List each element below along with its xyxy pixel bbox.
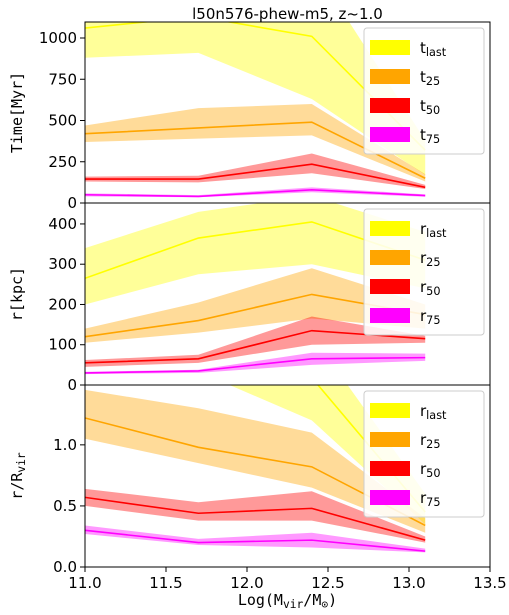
legend-swatch <box>370 461 410 476</box>
legend-label: t25 <box>420 68 440 88</box>
legend-swatch <box>370 279 410 294</box>
legend-swatch <box>370 221 410 236</box>
legend-label: r75 <box>420 489 441 509</box>
y-tick-label: 500 <box>48 111 77 129</box>
y-tick-label: 0.5 <box>53 496 77 514</box>
legend-swatch <box>370 403 410 418</box>
legend-label: t75 <box>420 126 440 146</box>
band <box>85 187 426 198</box>
legend-label: r25 <box>420 249 441 269</box>
legend-label: rlast <box>420 220 447 240</box>
y-tick-label: 0.0 <box>53 558 77 576</box>
line <box>85 188 426 198</box>
y-tick-label: 200 <box>48 295 77 313</box>
x-tick-label: 11.0 <box>68 574 101 592</box>
y-tick-label: 400 <box>48 214 77 232</box>
legend-box <box>363 27 485 155</box>
legend-label: tlast <box>420 39 447 59</box>
band <box>85 316 426 367</box>
legend-box <box>363 390 485 518</box>
band <box>85 22 426 175</box>
band <box>85 488 426 543</box>
legend-swatch <box>370 40 410 55</box>
legend-swatch <box>370 490 410 505</box>
y-tick-label: 750 <box>48 70 77 88</box>
legend-label: r50 <box>420 460 441 480</box>
line <box>85 163 426 189</box>
x-axis-label: Log(Mvir/M⊙) <box>238 591 337 611</box>
band <box>85 389 426 533</box>
x-tick-label: 12.5 <box>311 574 344 592</box>
y-tick-label: 250 <box>48 152 77 170</box>
legend-swatch <box>370 69 410 84</box>
legend-swatch <box>370 308 410 323</box>
band <box>85 104 426 182</box>
legend-swatch <box>370 250 410 265</box>
band <box>85 203 426 305</box>
legend-box <box>363 208 485 336</box>
x-tick-label: 11.5 <box>149 574 182 592</box>
legend-label: rlast <box>420 402 447 422</box>
line <box>85 356 426 374</box>
y-tick-label: 1.0 <box>53 435 77 453</box>
line <box>85 496 426 541</box>
legend-swatch <box>370 127 410 142</box>
y-tick-label: 300 <box>48 255 77 273</box>
band <box>85 525 426 553</box>
y-axis-label: Time[Myr] <box>8 72 26 153</box>
legend-swatch <box>370 98 410 113</box>
plot-area <box>85 22 426 198</box>
chart-title: l50n576-phew-m5, z~1.0 <box>192 5 383 23</box>
y-tick-label: 0 <box>67 376 77 394</box>
x-tick-label: 12.0 <box>230 574 263 592</box>
axes-frame <box>84 384 491 568</box>
x-tick-label: 13.5 <box>473 574 506 592</box>
legend-swatch <box>370 432 410 447</box>
y-tick-label: 0 <box>67 194 77 212</box>
line <box>85 529 426 552</box>
legend-label: r25 <box>420 431 441 451</box>
y-axis-label: r[kpc] <box>8 267 26 321</box>
legend-label: r75 <box>420 307 441 327</box>
y-tick-label: 1000 <box>39 29 77 47</box>
legend-label: r50 <box>420 278 441 298</box>
y-axis-label: r/Rvir <box>8 452 28 500</box>
legend-label: t50 <box>420 97 440 117</box>
y-tick-label: 100 <box>48 335 77 353</box>
x-tick-label: 13.0 <box>392 574 425 592</box>
